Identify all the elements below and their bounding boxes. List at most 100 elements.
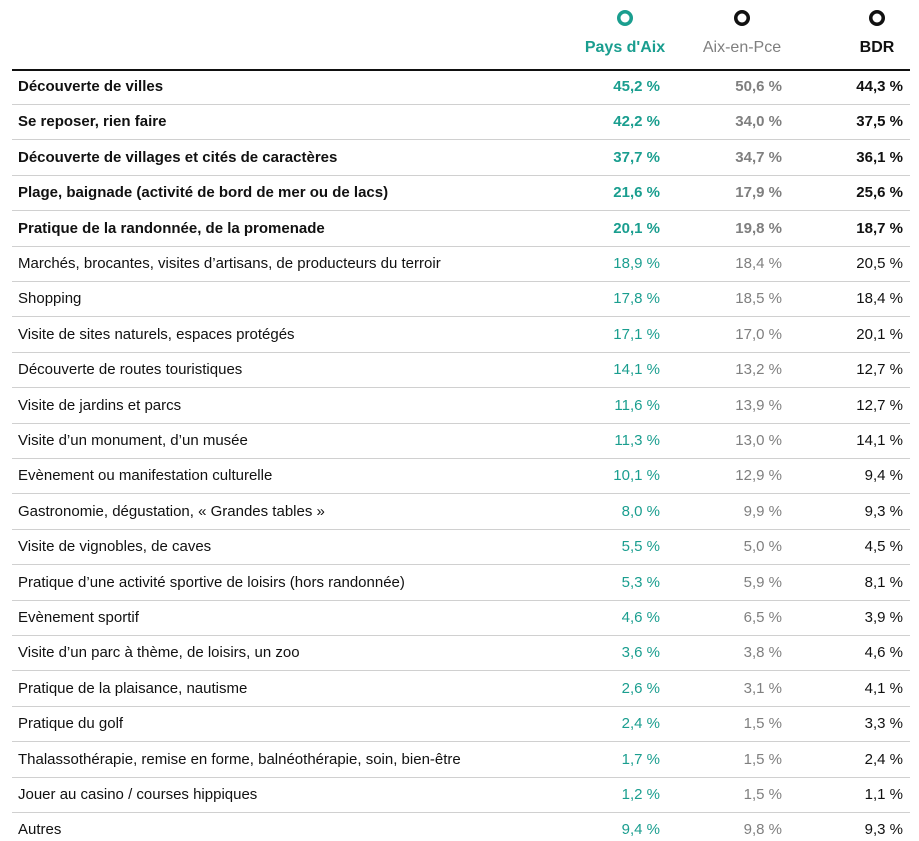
row-label: Visite d’un monument, d’un musée (18, 432, 248, 449)
column-header: Pays d'Aix (584, 39, 666, 56)
row-label: Visite de sites naturels, espaces protég… (18, 325, 295, 343)
cell-value: 1,5 % (743, 750, 782, 768)
row-label: Visite de jardins et parcs (18, 396, 182, 414)
cell-value: 20,1 % (613, 219, 660, 237)
cell-value: 2,4 % (864, 750, 903, 768)
row-separator (12, 741, 910, 742)
row-label: Visite de vignobles, de caves (18, 538, 212, 556)
cell-value: 14,1 % (856, 432, 903, 449)
cell-value: 17,9 % (735, 184, 782, 202)
cell-value: 5,9 % (743, 573, 782, 591)
row-label: Pratique de la plaisance, nautisme (18, 679, 248, 697)
row-label: Découverte de villages et cités de carac… (18, 148, 338, 166)
cell-value: 3,6 % (621, 644, 660, 662)
row-label: Autres (18, 821, 62, 839)
cell-value: 21,6 % (613, 184, 660, 202)
row-label: Se reposer, rien faire (18, 113, 167, 131)
row-label: Plage, baignade (activité de bord de mer… (18, 184, 389, 202)
row-separator (12, 600, 910, 601)
header-icons (617, 10, 885, 26)
row-separator (12, 175, 910, 176)
cell-value: 8,1 % (864, 573, 903, 591)
row-separator (12, 352, 910, 353)
cell-value: 4,5 % (864, 538, 903, 556)
cell-value: 18,5 % (735, 290, 782, 308)
cell-value: 11,6 % (614, 396, 660, 414)
cell-value: 3,1 % (743, 679, 782, 697)
cell-value: 20,1 % (856, 325, 903, 343)
cell-value: 2,6 % (621, 679, 660, 697)
cell-value: 50,6 % (735, 78, 782, 95)
row-label: Shopping (18, 290, 82, 308)
row-separator (12, 210, 910, 211)
cell-value: 9,3 % (864, 502, 903, 520)
row-separator (12, 423, 910, 424)
row-separator (12, 812, 910, 813)
cell-value: 17,1 % (613, 325, 660, 343)
cell-value: 1,2 % (621, 786, 660, 803)
cell-value: 5,3 % (621, 573, 660, 591)
cell-value: 3,8 % (743, 644, 782, 662)
row-separator (12, 635, 910, 636)
cell-value: 12,7 % (856, 396, 903, 414)
column-header: Aix-en-Pce (702, 39, 782, 56)
cell-value: 18,9 % (613, 255, 660, 272)
cell-value: 34,7 % (735, 148, 782, 166)
row-separator (12, 670, 910, 671)
cell-value: 11,3 % (614, 432, 660, 449)
cell-value: 18,7 % (856, 219, 903, 237)
row-label: Thalassothérapie, remise en forme, balné… (18, 750, 461, 768)
cell-value: 44,3 % (856, 78, 903, 95)
row-separator (12, 246, 910, 247)
row-label: Gastronomie, dégustation, « Grandes tabl… (18, 502, 325, 520)
cell-value: 13,0 % (735, 432, 782, 449)
row-label: Pratique de la randonnée, de la promenad… (18, 219, 325, 237)
icon-aix-en-pce (734, 10, 750, 26)
row-label: Marchés, brocantes, visites d’artisans, … (18, 255, 441, 272)
cell-value: 37,7 % (613, 148, 660, 166)
cell-value: 17,0 % (735, 325, 782, 343)
row-separator (12, 316, 910, 317)
row-separator (12, 706, 910, 707)
cell-value: 36,1 % (856, 148, 903, 166)
cell-value: 9,9 % (743, 502, 782, 520)
cell-value: 3,3 % (864, 715, 903, 733)
row-separator (12, 139, 910, 140)
cell-value: 20,5 % (856, 255, 903, 272)
row-separator (12, 529, 910, 530)
row-label: Pratique d’une activité sportive de lois… (18, 573, 405, 591)
cell-value: 12,9 % (735, 467, 782, 485)
cell-value: 9,3 % (864, 821, 903, 839)
cell-value: 1,5 % (743, 786, 782, 803)
row-label: Jouer au casino / courses hippiques (18, 786, 258, 803)
row-separator (12, 564, 910, 565)
cell-value: 45,2 % (613, 78, 660, 95)
cell-value: 4,6 % (621, 609, 660, 626)
cell-value: 25,6 % (856, 184, 903, 202)
cell-value: 5,0 % (743, 538, 782, 556)
cell-value: 12,7 % (856, 361, 903, 379)
row-separator (12, 387, 910, 388)
row-label: Découverte de villes (18, 78, 164, 95)
row-separator (12, 104, 910, 105)
cell-value: 34,0 % (735, 113, 782, 131)
cell-value: 8,0 % (621, 502, 660, 520)
cell-value: 6,5 % (743, 609, 782, 626)
row-separator (12, 458, 910, 459)
row-separator (12, 777, 910, 778)
row-label: Evènement ou manifestation culturelle (18, 467, 273, 485)
icon-bdr (869, 10, 885, 26)
cell-value: 42,2 % (613, 113, 660, 131)
cell-value: 18,4 % (735, 255, 782, 272)
cell-value: 4,6 % (864, 644, 903, 662)
cell-value: 37,5 % (856, 113, 903, 131)
header-rule (12, 69, 910, 71)
cell-value: 14,1 % (613, 361, 660, 379)
cell-value: 2,4 % (621, 715, 660, 733)
cell-value: 1,5 % (743, 715, 782, 733)
cell-value: 9,8 % (743, 821, 782, 839)
cell-value: 13,2 % (735, 361, 782, 379)
icon-pays-aix (617, 10, 633, 26)
row-label: Découverte de routes touristiques (18, 361, 243, 379)
